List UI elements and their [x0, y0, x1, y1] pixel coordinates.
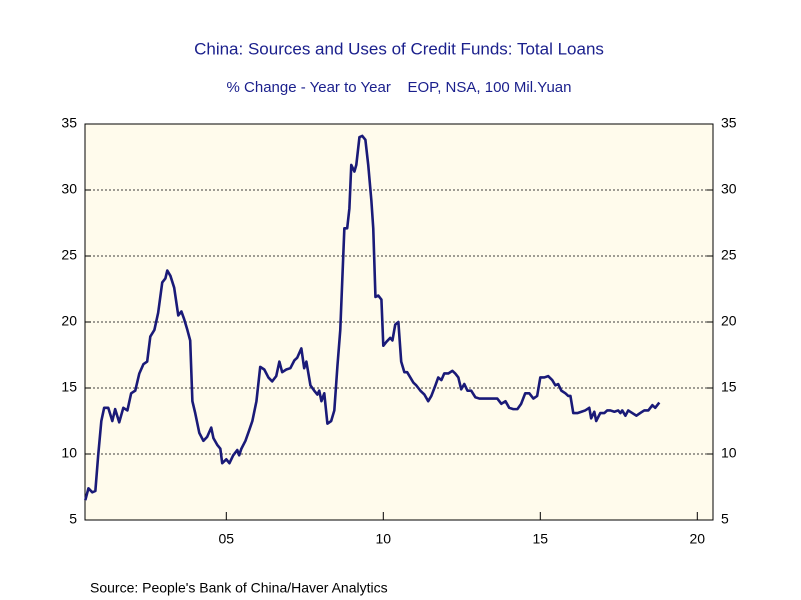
y2-tick-label: 20: [721, 313, 737, 329]
y-tick-label: 20: [61, 313, 77, 329]
chart-subtitle: % Change - Year to Year EOP, NSA, 100 Mi…: [227, 79, 572, 96]
data-line: [84, 134, 661, 501]
x-tick-label: 15: [533, 531, 549, 547]
y2-tick-label: 5: [721, 511, 729, 527]
x-tick-label: 05: [219, 531, 235, 547]
y2-tick-label: 15: [721, 379, 737, 395]
y-tick-label: 35: [61, 115, 77, 131]
chart-title: China: Sources and Uses of Credit Funds:…: [194, 39, 604, 58]
y2-tick-label: 30: [721, 181, 737, 197]
y2-tick-label: 35: [721, 115, 737, 131]
y2-tick-label: 25: [721, 247, 737, 263]
y-tick-label: 25: [61, 247, 77, 263]
source-note: Source: People's Bank of China/Haver Ana…: [90, 580, 388, 596]
x-tick-label: 10: [376, 531, 392, 547]
y2-tick-label: 10: [721, 445, 737, 461]
x-tick-label: 20: [690, 531, 706, 547]
y-tick-label: 15: [61, 379, 77, 395]
y-tick-label: 30: [61, 181, 77, 197]
y-tick-label: 10: [61, 445, 77, 461]
y-tick-label: 5: [69, 511, 77, 527]
